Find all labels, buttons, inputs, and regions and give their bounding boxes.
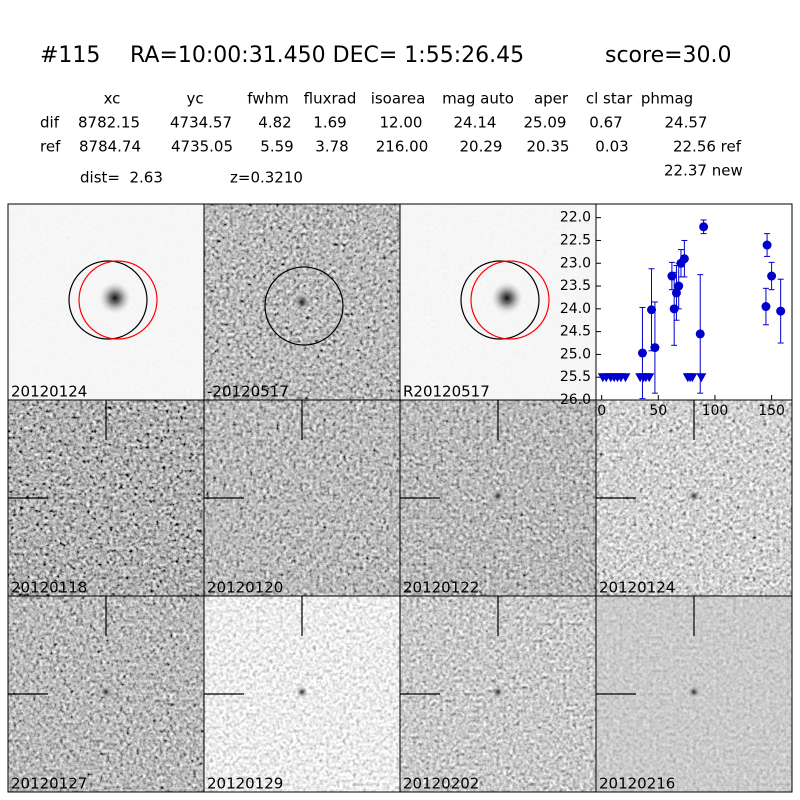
cell: 12.00 (380, 114, 423, 132)
cell: 5.59 (260, 138, 293, 156)
cell: 4735.05 (171, 138, 233, 156)
cell: 22.56 ref (673, 138, 742, 156)
column-header: fwhm (247, 90, 288, 108)
point (761, 302, 771, 312)
plot-marks (597, 219, 786, 400)
column-header: isoarea (371, 90, 426, 108)
row-label: dif (40, 114, 60, 132)
aperture (460, 260, 540, 340)
y-tick-label: 23.0 (560, 255, 591, 271)
point (679, 254, 689, 264)
panel-label: 20120216 (599, 775, 675, 793)
x-tick-label: 100 (702, 403, 729, 419)
cell: 4.82 (258, 114, 291, 132)
cell: 216.00 (376, 138, 429, 156)
cell: 20.35 (527, 138, 570, 156)
point (699, 222, 709, 232)
upper-limit (620, 373, 631, 383)
panel-label: 20120202 (403, 775, 479, 793)
source (688, 686, 700, 698)
source (491, 282, 523, 314)
point (637, 348, 647, 358)
y-tick-label: 25.0 (560, 346, 591, 362)
aperture (68, 260, 148, 340)
source (99, 282, 131, 314)
aperture (264, 266, 344, 346)
cell: 0.67 (589, 114, 622, 132)
cell: 24.57 (665, 114, 708, 132)
column-header: fluxrad (304, 90, 357, 108)
column-header: xc (104, 90, 121, 108)
y-tick-label: 26.0 (560, 392, 591, 408)
cell: 20.29 (460, 138, 503, 156)
source (492, 490, 504, 502)
cell: 25.09 (524, 114, 567, 132)
panel-label: 20120122 (403, 579, 479, 597)
new-mag: 22.37 new (664, 162, 743, 180)
cell: 3.78 (315, 138, 348, 156)
cell: 8784.74 (79, 138, 141, 156)
upper-limit (644, 373, 655, 383)
panel-label: 20120118 (11, 579, 87, 597)
source (492, 686, 504, 698)
point (762, 240, 772, 250)
aperture (470, 260, 550, 340)
panel-label: R20120517 (403, 383, 490, 401)
x-tick-label: 0 (597, 403, 606, 419)
plot-area (595, 203, 793, 401)
panel-frame (595, 595, 793, 793)
source (294, 294, 310, 310)
column-header: phmag (641, 90, 693, 108)
cell: 8782.15 (78, 114, 140, 132)
source (100, 686, 112, 698)
panel-label: 20120124 (599, 579, 675, 597)
column-header: cl star (586, 90, 633, 108)
panel-label: 20120124 (11, 383, 87, 401)
panel-label: 20120129 (207, 775, 283, 793)
source (100, 490, 112, 502)
row-label: ref (40, 138, 61, 156)
cell: 0.03 (595, 138, 628, 156)
upper-limit (687, 373, 698, 383)
panel-label: 20120127 (11, 775, 87, 793)
source (296, 686, 308, 698)
y-tick-label: 24.5 (560, 324, 591, 340)
x-tick-label: 50 (649, 403, 667, 419)
y-tick-label: 22.0 (560, 210, 591, 226)
candidate-id: #115 (40, 43, 100, 68)
point (647, 305, 657, 315)
aperture (78, 260, 158, 340)
point (674, 281, 684, 291)
point (776, 306, 786, 316)
x-tick-label: 150 (758, 403, 785, 419)
point (767, 271, 777, 281)
point (650, 343, 660, 353)
source (296, 490, 308, 502)
y-tick-label: 24.0 (560, 301, 591, 317)
cell: 1.69 (313, 114, 346, 132)
y-tick-label: 25.5 (560, 369, 591, 385)
column-header: yc (186, 90, 203, 108)
y-tick-label: 22.5 (560, 232, 591, 248)
cell: 4734.57 (170, 114, 232, 132)
upper-limit (696, 373, 707, 383)
column-header: mag auto (442, 90, 514, 108)
source (688, 490, 700, 502)
redshift: z=0.3210 (230, 169, 303, 187)
coordinates: RA=10:00:31.450 DEC= 1:55:26.45 (130, 43, 524, 68)
panel-label: -20120517 (207, 383, 289, 401)
distance: dist= 2.63 (80, 169, 163, 187)
y-tick-label: 23.5 (560, 278, 591, 294)
column-header: aper (534, 90, 569, 108)
score: score=30.0 (605, 43, 732, 68)
point (695, 329, 705, 339)
panel-label: 20120120 (207, 579, 283, 597)
cell: 24.14 (454, 114, 497, 132)
